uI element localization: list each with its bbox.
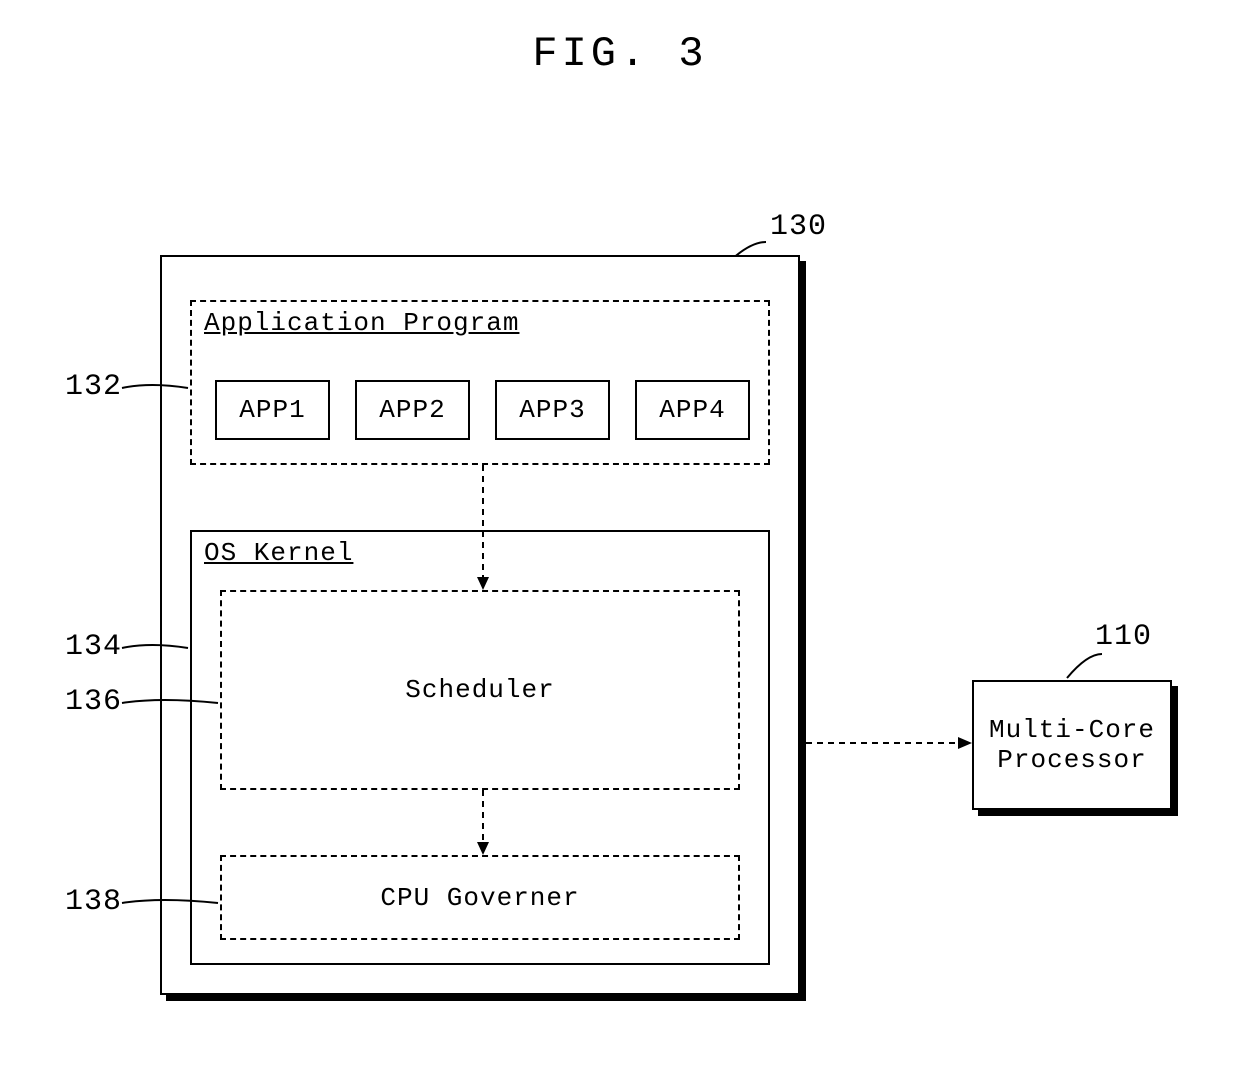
processor-box: Multi-Core Processor bbox=[972, 680, 1172, 810]
ref-134: 134 bbox=[65, 630, 122, 664]
ref-138: 138 bbox=[65, 885, 122, 919]
ref-110: 110 bbox=[1095, 620, 1152, 654]
app-program-title: Application Program bbox=[204, 308, 519, 338]
ref-130: 130 bbox=[770, 210, 827, 244]
governer-label: CPU Governer bbox=[222, 857, 738, 938]
os-kernel-title: OS Kernel bbox=[204, 538, 353, 568]
app4-label: APP4 bbox=[659, 395, 725, 425]
governer-box: CPU Governer bbox=[220, 855, 740, 940]
app1-box: APP1 bbox=[215, 380, 330, 440]
app3-label: APP3 bbox=[519, 395, 585, 425]
figure-title: FIG. 3 bbox=[532, 30, 707, 78]
arrow-main-to-processor bbox=[806, 735, 976, 755]
scheduler-label: Scheduler bbox=[222, 592, 738, 788]
ref-136: 136 bbox=[65, 685, 122, 719]
processor-label: Multi-Core Processor bbox=[974, 682, 1170, 808]
app1-label: APP1 bbox=[239, 395, 305, 425]
app4-box: APP4 bbox=[635, 380, 750, 440]
ref-132: 132 bbox=[65, 370, 122, 404]
app2-label: APP2 bbox=[379, 395, 445, 425]
scheduler-box: Scheduler bbox=[220, 590, 740, 790]
app2-box: APP2 bbox=[355, 380, 470, 440]
app3-box: APP3 bbox=[495, 380, 610, 440]
